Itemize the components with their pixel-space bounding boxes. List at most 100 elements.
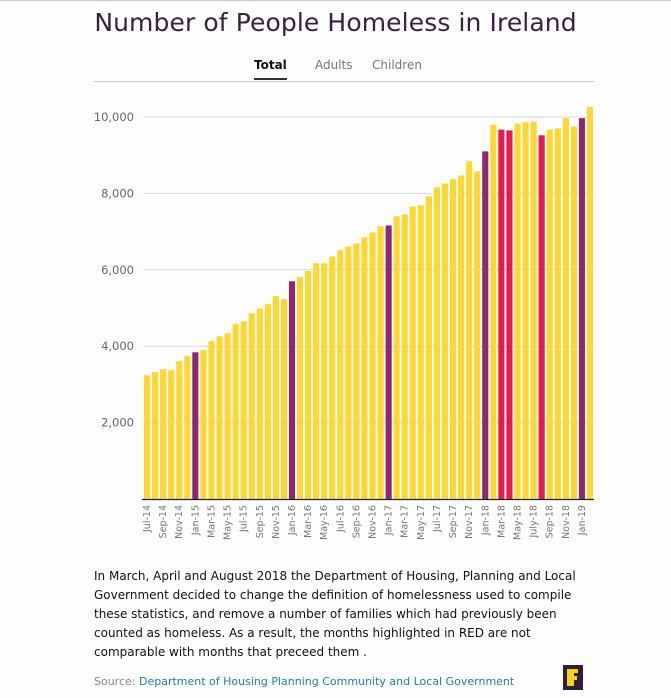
bar bbox=[514, 123, 521, 499]
x-tick-label: Jul-15 bbox=[239, 505, 250, 533]
bar bbox=[224, 333, 231, 499]
bar bbox=[554, 128, 561, 499]
bar bbox=[409, 206, 416, 499]
x-tick-label: Jan-16 bbox=[287, 505, 298, 536]
bar bbox=[329, 256, 336, 499]
bar bbox=[296, 277, 304, 499]
x-tick-label: Nov-14 bbox=[174, 505, 185, 539]
bar bbox=[208, 341, 215, 499]
bar bbox=[441, 183, 449, 499]
x-tick-label: Jan-15 bbox=[190, 505, 201, 536]
x-tick-label: Nov-17 bbox=[464, 505, 475, 539]
bar bbox=[184, 356, 191, 499]
bar bbox=[433, 187, 441, 499]
bar bbox=[546, 129, 553, 499]
x-tick-label: Jan-17 bbox=[384, 505, 395, 536]
bar bbox=[192, 352, 199, 499]
bar bbox=[345, 246, 352, 499]
top-border bbox=[0, 0, 671, 1]
y-tick-label: 6,000 bbox=[101, 263, 134, 277]
bar bbox=[264, 304, 271, 499]
tab-children[interactable]: Children bbox=[372, 58, 422, 72]
bar bbox=[240, 321, 247, 499]
x-tick-label: Nov-18 bbox=[561, 505, 572, 539]
bar bbox=[482, 151, 489, 499]
bar bbox=[450, 179, 457, 499]
tab-adults[interactable]: Adults bbox=[315, 58, 353, 72]
bar bbox=[498, 129, 505, 499]
bar bbox=[458, 175, 465, 500]
y-tick-label: 2,000 bbox=[101, 416, 134, 430]
bar-chart: 2,000 4,000 6,000 8,000 10,000 Jul-14 Sep-14 No… bbox=[94, 107, 594, 540]
x-tick-label: Nov-16 bbox=[368, 505, 379, 539]
bar bbox=[288, 281, 296, 499]
bar bbox=[425, 196, 432, 499]
x-tick-label: Sep-15 bbox=[255, 505, 266, 538]
bar bbox=[586, 107, 594, 500]
bar bbox=[490, 124, 497, 499]
y-tick-label: 8,000 bbox=[101, 186, 134, 200]
bar bbox=[143, 375, 151, 499]
x-tick-label: Mar-17 bbox=[400, 505, 411, 538]
x-tick-label: May-15 bbox=[223, 505, 234, 540]
methodology-note: In March, April and August 2018 the Depa… bbox=[94, 569, 576, 659]
bar bbox=[401, 214, 408, 499]
x-tick-label: Sep-17 bbox=[448, 505, 459, 538]
bar bbox=[152, 372, 159, 499]
x-tick-label: Jan-19 bbox=[577, 505, 588, 536]
x-tick-label: May-17 bbox=[416, 505, 427, 540]
chart-title: Number of People Homeless in Ireland bbox=[94, 8, 577, 37]
bar bbox=[377, 226, 384, 499]
x-tick-label: Sep-18 bbox=[545, 505, 556, 538]
bar bbox=[417, 205, 424, 499]
bar bbox=[578, 118, 585, 499]
bar bbox=[369, 232, 376, 499]
bar bbox=[393, 216, 400, 499]
bar bbox=[280, 299, 287, 499]
x-tick-label: Mar-18 bbox=[496, 505, 507, 538]
y-tick-label: 10,000 bbox=[94, 110, 134, 124]
bar bbox=[474, 171, 481, 499]
x-tick-label: Jul-16 bbox=[335, 505, 346, 533]
source-line: Source: Department of Housing Planning C… bbox=[94, 675, 514, 688]
x-tick-label: Mar-16 bbox=[303, 505, 314, 538]
x-tick-label: July-18 bbox=[529, 505, 540, 538]
bar bbox=[562, 118, 569, 499]
y-tick-label: 4,000 bbox=[101, 339, 134, 353]
tab-total[interactable]: Total bbox=[254, 58, 287, 80]
bar bbox=[313, 263, 320, 499]
bar bbox=[361, 237, 368, 499]
bar bbox=[466, 161, 473, 499]
bar bbox=[538, 135, 545, 499]
bar bbox=[272, 296, 279, 499]
x-tick-label: Jul-14 bbox=[142, 505, 153, 533]
tab-bar: Total Adults Children bbox=[94, 56, 594, 82]
bar bbox=[522, 122, 529, 500]
x-tick-label: May-18 bbox=[512, 505, 523, 540]
bar bbox=[168, 370, 175, 499]
bar bbox=[256, 308, 263, 499]
x-tick-label: Jul-17 bbox=[432, 505, 443, 533]
bar bbox=[232, 324, 239, 499]
bar bbox=[337, 250, 344, 499]
x-tick-label: Nov-15 bbox=[271, 505, 282, 539]
x-tick-label: Jan-18 bbox=[480, 505, 491, 536]
bar bbox=[160, 369, 167, 499]
source-label: Source: bbox=[94, 675, 136, 688]
bar bbox=[305, 270, 312, 499]
x-tick-label: May-16 bbox=[319, 505, 330, 540]
bar bbox=[385, 225, 392, 499]
bar bbox=[200, 350, 207, 499]
bar bbox=[216, 336, 223, 499]
bar bbox=[321, 263, 328, 499]
bar bbox=[530, 121, 537, 500]
publisher-logo-icon[interactable] bbox=[563, 665, 583, 690]
source-link[interactable]: Department of Housing Planning Community… bbox=[139, 675, 515, 688]
x-tick-label: Mar-15 bbox=[206, 505, 217, 538]
x-tick-label: Sep-14 bbox=[158, 505, 169, 538]
bar bbox=[353, 243, 360, 499]
bar bbox=[506, 130, 513, 499]
bar bbox=[176, 361, 183, 499]
bar bbox=[570, 126, 577, 500]
bar bbox=[248, 313, 255, 499]
